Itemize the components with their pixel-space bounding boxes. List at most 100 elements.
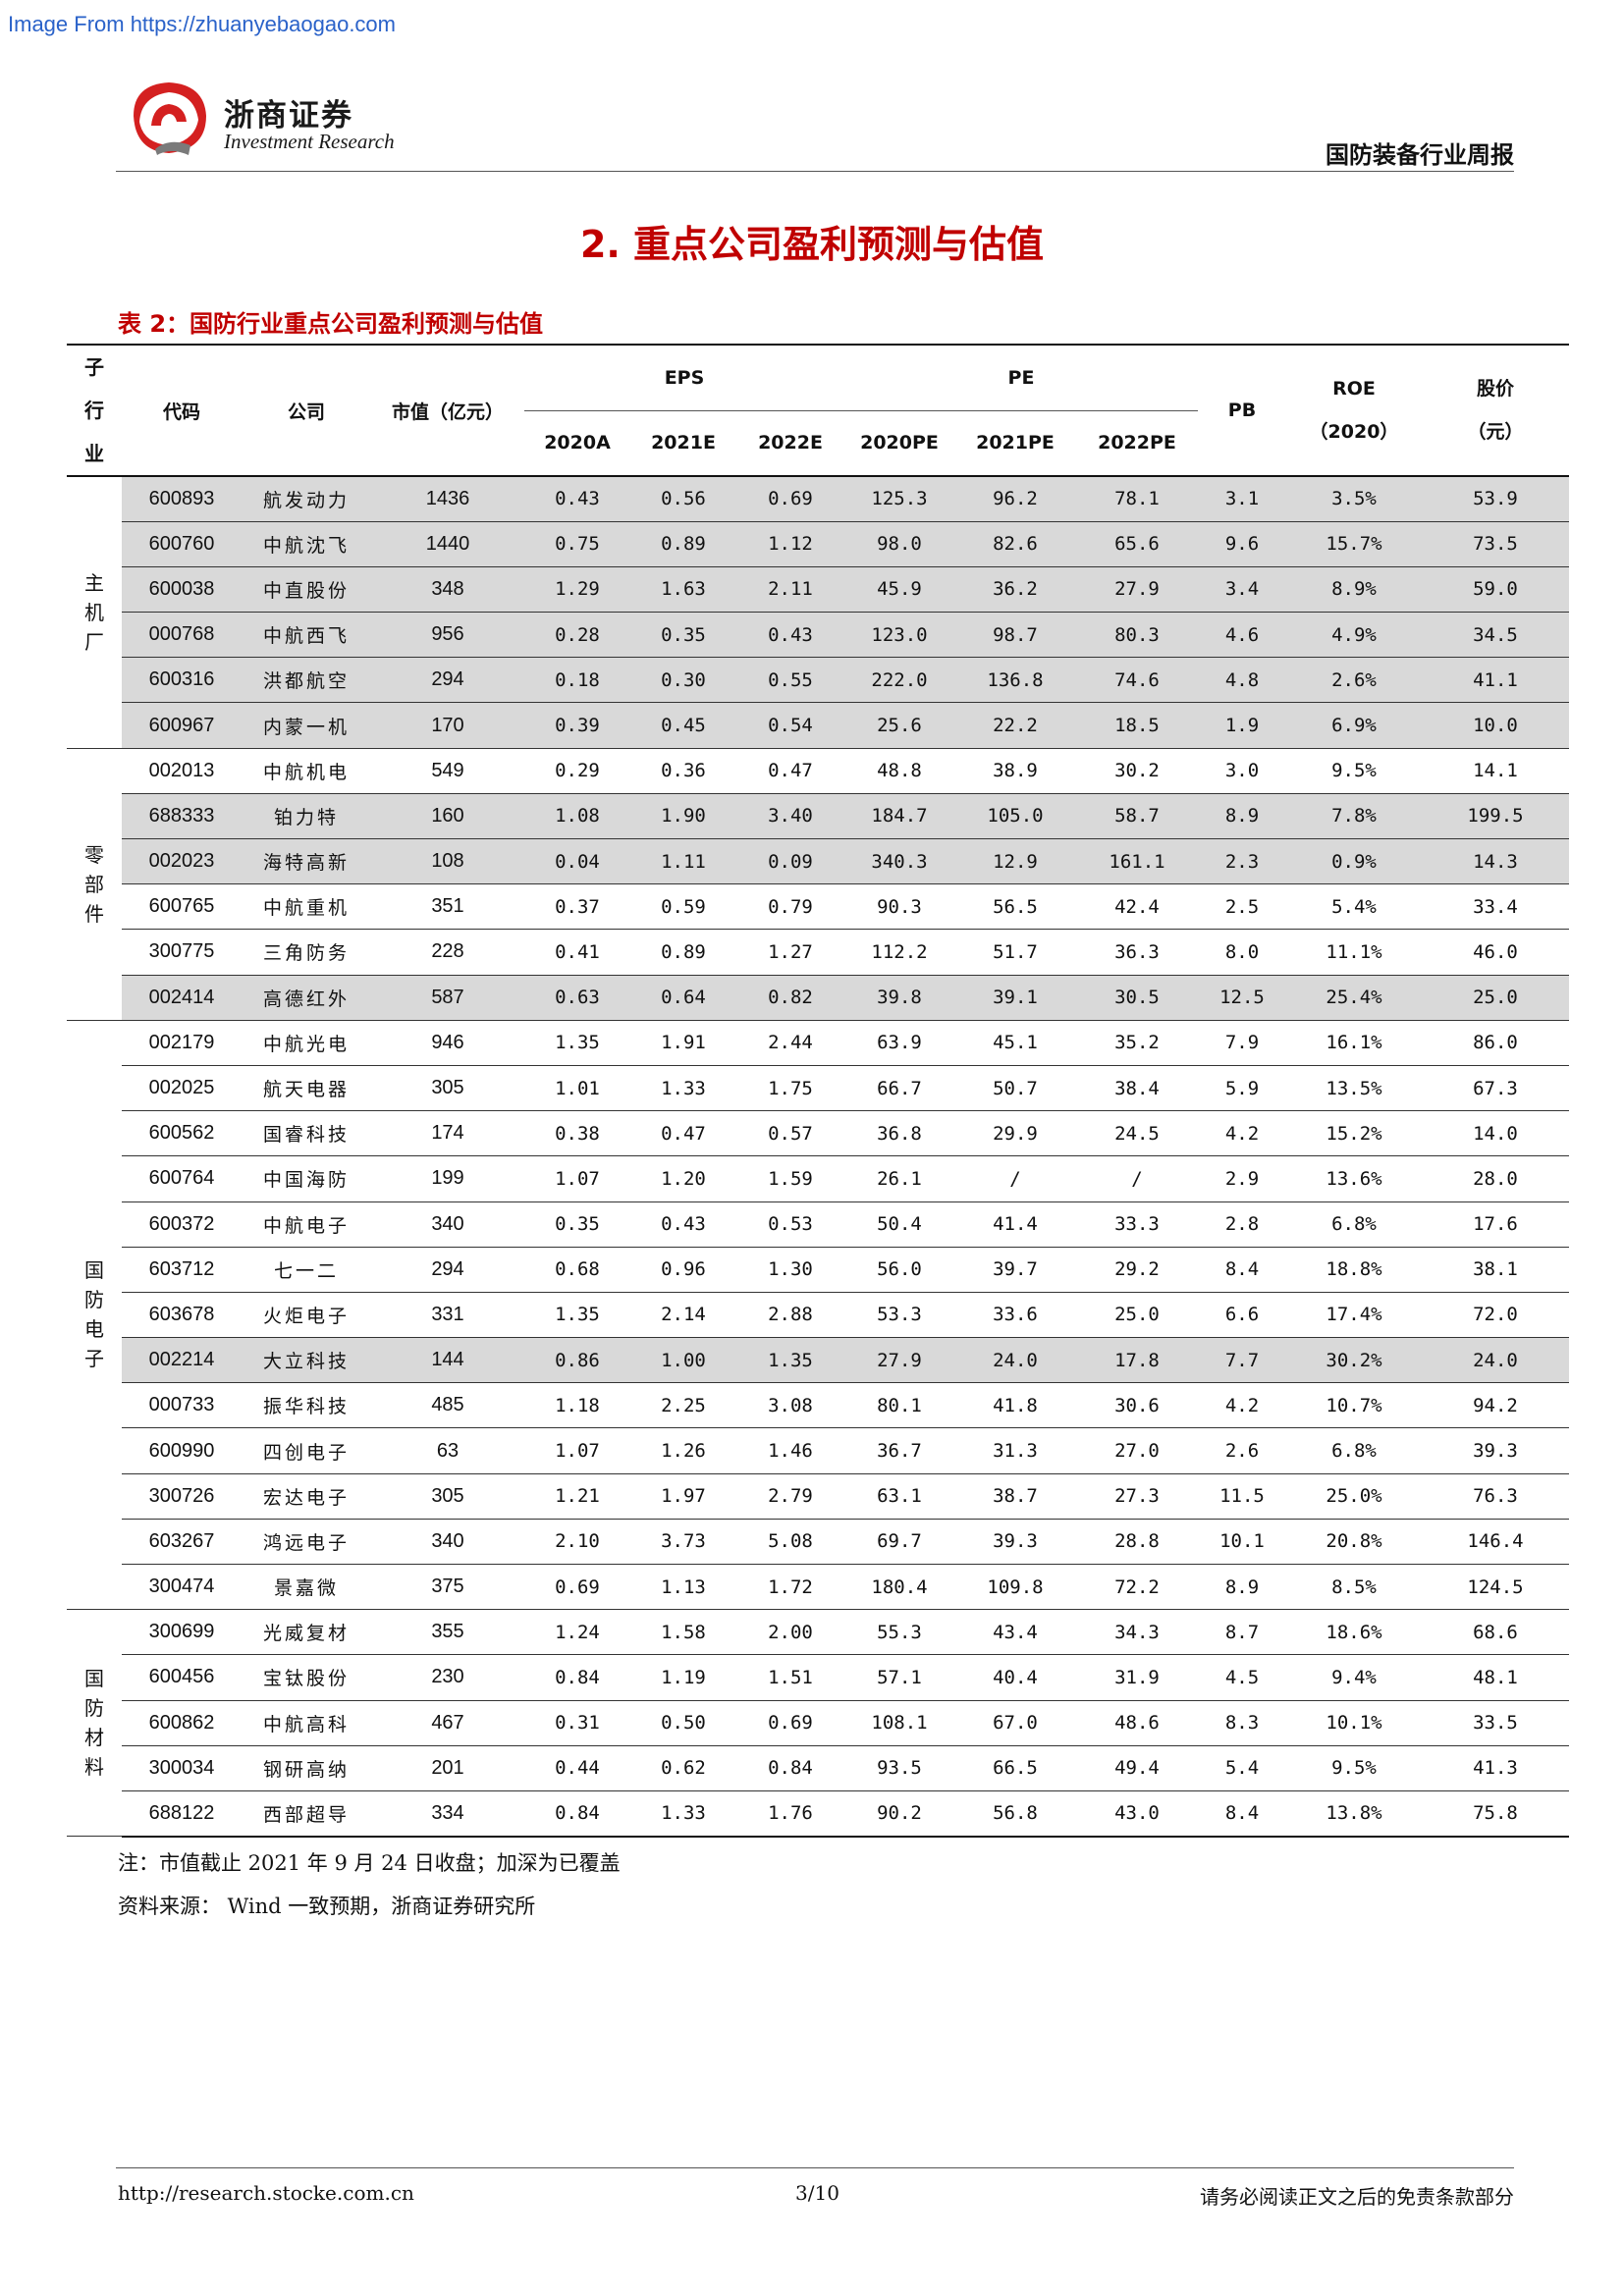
cell-pe-2022: 17.8 xyxy=(1076,1337,1198,1384)
cell-code: 300699 xyxy=(122,1609,242,1656)
cell-pe-2020: 340.3 xyxy=(844,838,954,885)
cell-pe-2022: 35.2 xyxy=(1076,1020,1198,1066)
cell-eps-2022e: 5.08 xyxy=(736,1519,844,1566)
cell-pe-2022: 27.3 xyxy=(1076,1473,1198,1520)
cell-pe-2020: 180.4 xyxy=(844,1564,954,1611)
cell-pe-2020: 184.7 xyxy=(844,793,954,840)
cell-code: 600562 xyxy=(122,1110,242,1157)
header-subsector-char: 子 xyxy=(84,355,104,379)
sector-label-char: 机 xyxy=(84,600,104,624)
cell-eps-2022e: 1.12 xyxy=(736,521,844,567)
cell-eps-2022e: 0.79 xyxy=(736,883,844,931)
cell-eps-2021e: 1.13 xyxy=(630,1564,736,1611)
table-row: 000768 中航西飞 956 0.28 0.35 0.43 123.0 98.7 80.3 4.… xyxy=(67,612,1569,659)
sector-label: 零部件 xyxy=(67,748,122,1021)
cell-company: 七一二 xyxy=(242,1247,371,1293)
cell-price: 33.5 xyxy=(1422,1700,1569,1746)
cell-company: 高德红外 xyxy=(242,975,371,1021)
cell-pe-2021: 24.0 xyxy=(954,1337,1076,1384)
table-row: 002214 大立科技 144 0.86 1.00 1.35 27.9 24.0 17.8 7.7… xyxy=(67,1337,1569,1384)
cell-eps-2021e: 0.89 xyxy=(630,929,736,976)
cell-pe-2022: 161.1 xyxy=(1076,838,1198,885)
table-row: 600967 内蒙一机 170 0.39 0.45 0.54 25.6 22.2 18.5 1.9… xyxy=(67,702,1569,749)
cell-eps-2020a: 0.86 xyxy=(524,1337,630,1384)
cell-company: 四创电子 xyxy=(242,1427,371,1474)
cell-pe-2020: 125.3 xyxy=(844,476,954,522)
cell-pe-2021: 50.7 xyxy=(954,1065,1076,1112)
brand-logo-icon xyxy=(134,82,206,155)
cell-eps-2021e: 1.20 xyxy=(630,1155,736,1202)
cell-market-cap: 144 xyxy=(371,1337,524,1384)
cell-roe: 10.7% xyxy=(1286,1382,1422,1429)
cell-eps-2022e: 1.75 xyxy=(736,1065,844,1112)
cell-eps-2021e: 2.25 xyxy=(630,1382,736,1429)
footer-url-link[interactable]: http://research.stocke.com.cn xyxy=(118,2181,414,2205)
header-eps-2022e: 2022E xyxy=(736,410,844,476)
cell-price: 53.9 xyxy=(1422,476,1569,522)
sector-label-char: 零 xyxy=(84,842,104,867)
cell-pe-2022: 48.6 xyxy=(1076,1700,1198,1746)
cell-pe-2020: 63.9 xyxy=(844,1020,954,1066)
cell-roe: 8.9% xyxy=(1286,566,1422,614)
cell-code: 000733 xyxy=(122,1382,242,1429)
cell-eps-2020a: 0.75 xyxy=(524,521,630,567)
cell-eps-2022e: 2.88 xyxy=(736,1292,844,1339)
header-eps-2021e: 2021E xyxy=(630,410,736,476)
cell-eps-2022e: 1.72 xyxy=(736,1564,844,1611)
cell-pe-2020: 90.2 xyxy=(844,1790,954,1838)
header-pe-2022: 2022PE xyxy=(1076,410,1198,476)
cell-eps-2021e: 0.59 xyxy=(630,883,736,931)
cell-company: 中航机电 xyxy=(242,748,371,794)
cell-code: 002414 xyxy=(122,975,242,1021)
cell-eps-2020a: 0.35 xyxy=(524,1201,630,1248)
cell-roe: 3.5% xyxy=(1286,476,1422,522)
cell-eps-2021e: 0.47 xyxy=(630,1110,736,1157)
sector-label-char: 主 xyxy=(84,570,104,595)
cell-eps-2022e: 3.08 xyxy=(736,1382,844,1429)
header-code: 代码 xyxy=(122,345,242,476)
cell-pb: 4.8 xyxy=(1198,657,1286,704)
cell-code: 600967 xyxy=(122,702,242,749)
cell-company: 国睿科技 xyxy=(242,1110,371,1157)
cell-pb: 2.5 xyxy=(1198,883,1286,931)
cell-code: 300034 xyxy=(122,1745,242,1791)
footer-disclaimer: 请务必阅读正文之后的免责条款部分 xyxy=(1200,2185,1514,2209)
cell-eps-2021e: 0.43 xyxy=(630,1201,736,1248)
header-pe-group: PE xyxy=(844,345,1198,411)
cell-pe-2021: 96.2 xyxy=(954,476,1076,522)
cell-company: 钢研高纳 xyxy=(242,1745,371,1791)
table-row: 600765 中航重机 351 0.37 0.59 0.79 90.3 56.5 42.4 2.5… xyxy=(67,883,1569,931)
cell-pe-2021: 39.1 xyxy=(954,975,1076,1021)
cell-market-cap: 228 xyxy=(371,929,524,976)
cell-pb: 3.4 xyxy=(1198,566,1286,614)
cell-roe: 20.8% xyxy=(1286,1519,1422,1566)
cell-eps-2020a: 1.07 xyxy=(524,1155,630,1202)
cell-eps-2021e: 2.14 xyxy=(630,1292,736,1339)
cell-pb: 4.5 xyxy=(1198,1654,1286,1701)
cell-eps-2022e: 1.46 xyxy=(736,1427,844,1474)
cell-pe-2021: 41.4 xyxy=(954,1201,1076,1248)
cell-pe-2020: 48.8 xyxy=(844,748,954,794)
cell-pe-2022: 28.8 xyxy=(1076,1519,1198,1566)
table-row: 300034 钢研高纳 201 0.44 0.62 0.84 93.5 66.5 49.4 5.4… xyxy=(67,1745,1569,1791)
cell-pe-2022: 34.3 xyxy=(1076,1609,1198,1656)
cell-roe: 13.8% xyxy=(1286,1790,1422,1838)
cell-roe: 10.1% xyxy=(1286,1700,1422,1746)
header-roe: ROE （2020） xyxy=(1286,345,1422,476)
cell-eps-2021e: 0.64 xyxy=(630,975,736,1021)
cell-eps-2022e: 1.30 xyxy=(736,1247,844,1293)
cell-price: 146.4 xyxy=(1422,1519,1569,1566)
cell-pe-2021: 56.5 xyxy=(954,883,1076,931)
cell-market-cap: 375 xyxy=(371,1564,524,1611)
cell-price: 38.1 xyxy=(1422,1247,1569,1293)
cell-pe-2022: 65.6 xyxy=(1076,521,1198,567)
cell-code: 600765 xyxy=(122,883,242,931)
cell-market-cap: 348 xyxy=(371,566,524,614)
cell-roe: 9.5% xyxy=(1286,1745,1422,1791)
cell-roe: 9.4% xyxy=(1286,1654,1422,1701)
cell-market-cap: 334 xyxy=(371,1790,524,1838)
cell-code: 600990 xyxy=(122,1427,242,1474)
cell-roe: 0.9% xyxy=(1286,838,1422,885)
cell-pb: 7.9 xyxy=(1198,1020,1286,1066)
cell-eps-2020a: 0.37 xyxy=(524,883,630,931)
